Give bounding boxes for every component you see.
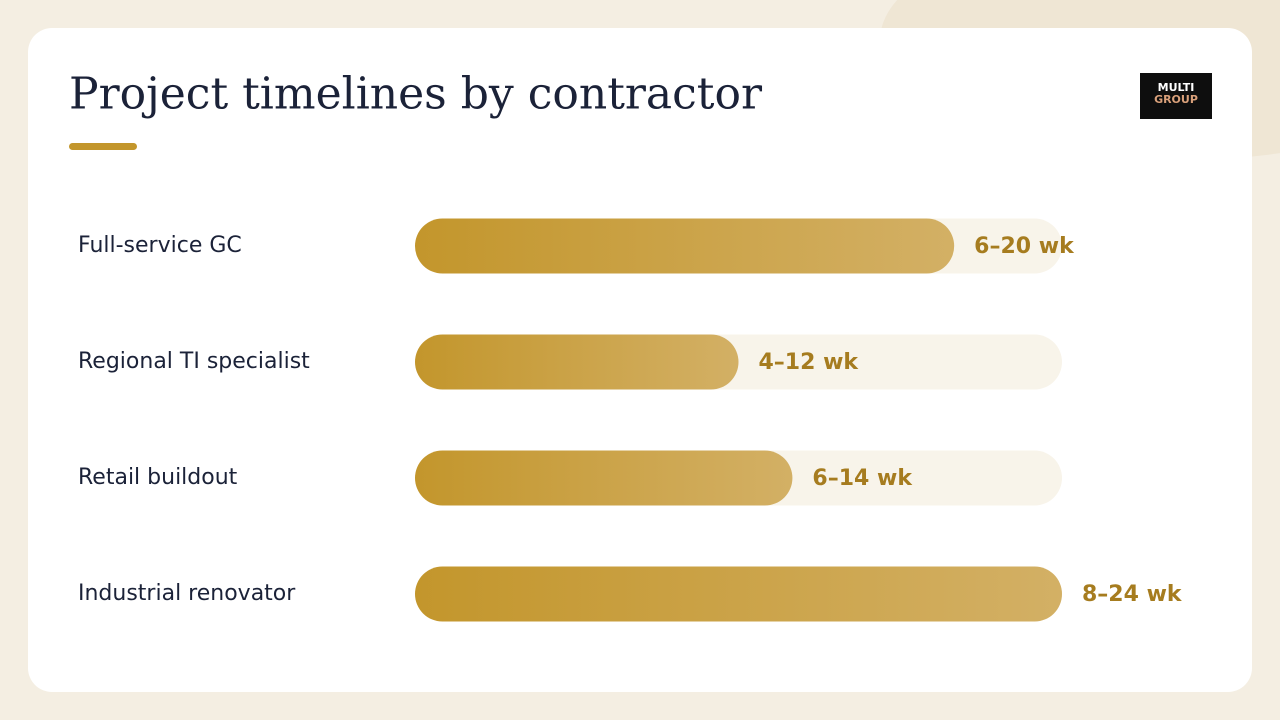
value-label: 6–14 wk xyxy=(812,466,913,491)
bar xyxy=(415,450,793,506)
bar xyxy=(415,334,739,390)
category-label: Full-service GC xyxy=(78,233,242,258)
value-label: 6–20 wk xyxy=(974,234,1075,259)
category-label: Industrial renovator xyxy=(78,581,296,606)
logo-text: MULTI xyxy=(1158,81,1195,94)
category-label: Regional TI specialist xyxy=(78,349,310,374)
chart-title: Project timelines by contractor xyxy=(69,69,763,120)
value-label: 8–24 wk xyxy=(1082,582,1183,607)
value-label: 4–12 wk xyxy=(759,350,860,375)
logo xyxy=(1140,73,1212,119)
logo-text: GROUP xyxy=(1154,93,1198,106)
plot: Full-service GC 6–20 wk Regional TI specia… xyxy=(78,218,1183,622)
bar xyxy=(415,218,955,274)
title-underline xyxy=(69,143,137,150)
category-label: Retail buildout xyxy=(78,465,238,490)
bar xyxy=(415,566,1062,622)
